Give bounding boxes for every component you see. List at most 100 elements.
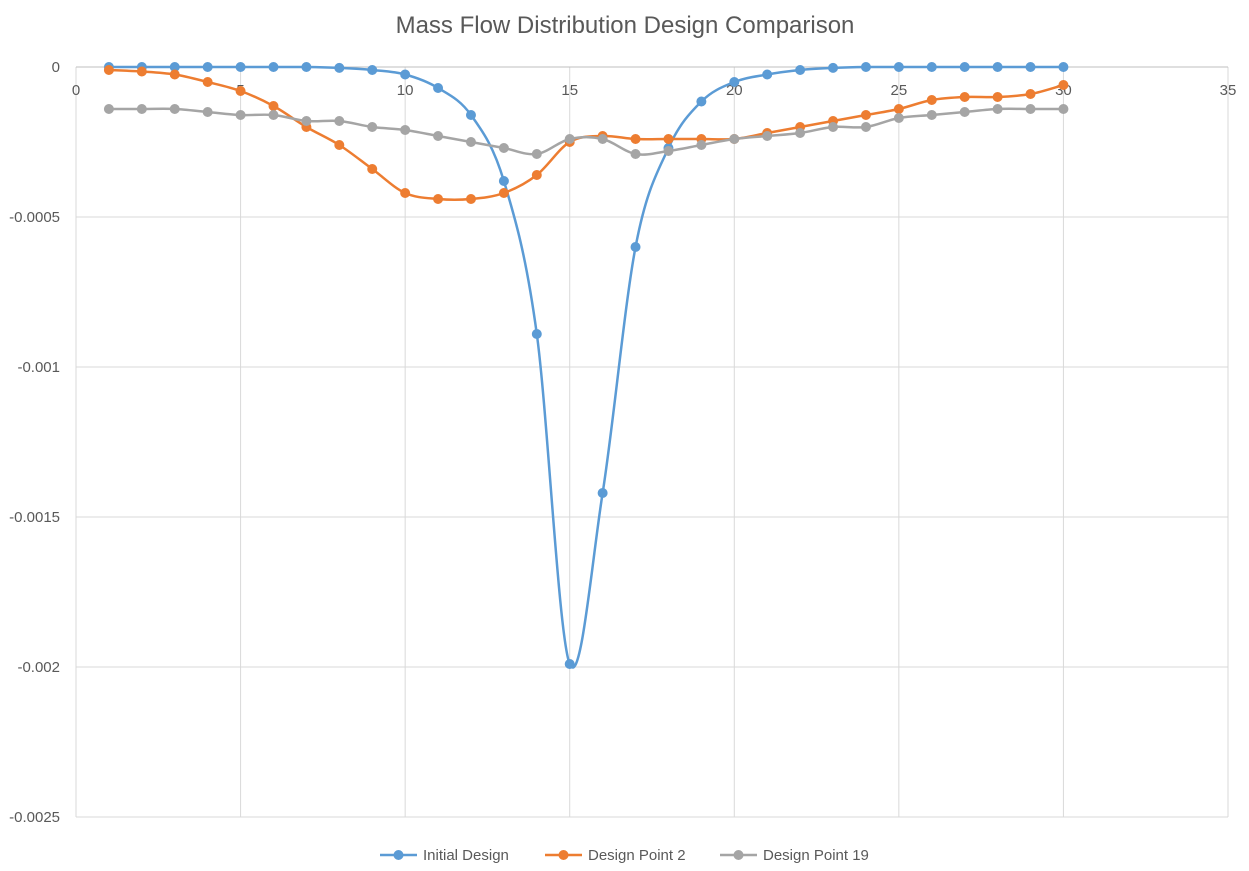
data-point xyxy=(400,69,411,80)
data-point xyxy=(564,134,575,144)
x-tick-label: 20 xyxy=(726,82,743,99)
x-tick-label: 15 xyxy=(561,82,578,99)
data-point xyxy=(1058,80,1069,90)
data-point xyxy=(235,86,246,96)
y-tick-label: -0.0005 xyxy=(9,209,60,226)
data-point xyxy=(762,69,773,80)
data-point xyxy=(663,146,674,156)
data-point xyxy=(893,104,904,114)
data-point xyxy=(992,104,1003,114)
grid-layer xyxy=(75,66,1229,818)
axis-layer: 051015202530350-0.0005-0.001-0.0015-0.00… xyxy=(9,59,1236,826)
y-tick-label: -0.0025 xyxy=(9,809,60,826)
series-line xyxy=(108,68,1064,201)
data-point xyxy=(1025,104,1036,114)
data-point xyxy=(926,62,937,72)
series-layer xyxy=(103,62,1069,669)
data-point xyxy=(433,194,444,204)
data-point xyxy=(630,242,641,252)
data-point xyxy=(268,110,279,120)
data-point xyxy=(367,65,378,75)
data-point xyxy=(103,104,114,114)
data-point xyxy=(465,194,476,204)
data-point xyxy=(136,104,147,114)
data-point xyxy=(729,134,740,144)
data-point xyxy=(301,62,312,72)
chart-title: Mass Flow Distribution Design Comparison xyxy=(396,12,855,39)
data-point xyxy=(531,170,542,180)
x-tick-label: 0 xyxy=(72,82,80,99)
data-point xyxy=(828,62,839,73)
data-point xyxy=(1025,89,1036,99)
data-point xyxy=(828,122,839,132)
legend-item: Design Point 19 xyxy=(720,847,869,864)
series-line xyxy=(108,107,1064,156)
data-point xyxy=(334,62,345,73)
data-point xyxy=(696,140,707,150)
data-point xyxy=(400,125,411,135)
data-point xyxy=(169,69,180,80)
data-point xyxy=(597,134,608,144)
data-point xyxy=(136,66,147,77)
data-point xyxy=(860,110,871,120)
data-point xyxy=(1025,62,1036,72)
data-point xyxy=(762,131,773,141)
legend-label: Initial Design xyxy=(423,847,509,864)
data-point xyxy=(959,92,970,102)
series-design-point-19 xyxy=(103,104,1069,159)
data-point xyxy=(202,107,213,117)
x-tick-label: 25 xyxy=(891,82,908,99)
data-point xyxy=(992,62,1003,72)
data-point xyxy=(235,110,246,120)
data-point xyxy=(959,107,970,117)
legend-swatch-marker xyxy=(558,850,569,860)
y-tick-label: -0.002 xyxy=(17,659,60,676)
data-point xyxy=(597,488,608,498)
data-point xyxy=(301,116,312,126)
data-point xyxy=(465,110,476,120)
data-point xyxy=(893,62,904,72)
legend-label: Design Point 2 xyxy=(588,847,686,864)
data-point xyxy=(465,137,476,147)
x-tick-label: 10 xyxy=(397,82,414,99)
y-tick-label: -0.001 xyxy=(17,359,60,376)
x-tick-label: 35 xyxy=(1220,82,1237,99)
data-point xyxy=(268,101,279,111)
data-point xyxy=(531,329,542,339)
data-point xyxy=(926,110,937,120)
data-point xyxy=(202,62,213,72)
legend-swatch-marker xyxy=(393,850,404,860)
data-point xyxy=(169,104,180,114)
y-tick-label: 0 xyxy=(52,59,60,76)
y-tick-label: -0.0015 xyxy=(9,509,60,526)
data-point xyxy=(860,62,871,72)
legend-swatch-marker xyxy=(733,850,744,860)
data-point xyxy=(630,149,641,159)
data-point xyxy=(959,62,970,72)
data-point xyxy=(235,62,246,72)
data-point xyxy=(103,65,114,75)
data-point xyxy=(268,62,279,72)
data-point xyxy=(893,113,904,123)
data-point xyxy=(169,62,180,72)
data-point xyxy=(992,92,1003,102)
data-point xyxy=(926,95,937,105)
data-point xyxy=(498,176,509,186)
data-point xyxy=(334,116,345,126)
legend-label: Design Point 19 xyxy=(763,847,869,864)
legend-item: Design Point 2 xyxy=(545,847,686,864)
data-point xyxy=(729,77,740,87)
data-point xyxy=(433,131,444,141)
data-point xyxy=(433,83,444,93)
series-design-point-2 xyxy=(103,65,1069,204)
data-point xyxy=(795,65,806,75)
data-point xyxy=(367,164,378,174)
data-point xyxy=(1058,62,1069,72)
series-initial-design xyxy=(103,62,1069,669)
data-point xyxy=(1058,104,1069,114)
data-point xyxy=(531,149,542,159)
data-point xyxy=(564,659,575,669)
data-point xyxy=(663,134,674,144)
